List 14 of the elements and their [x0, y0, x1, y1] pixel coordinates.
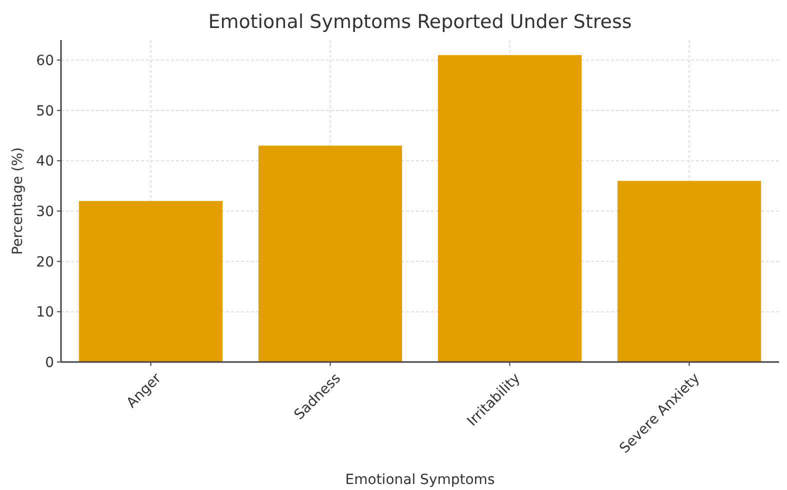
bar: [258, 146, 402, 362]
y-tick-label: 20: [36, 254, 54, 270]
y-tick-label: 50: [36, 103, 54, 120]
chart-title: Emotional Symptoms Reported Under Stress: [208, 11, 632, 33]
y-tick-label: 0: [45, 354, 54, 371]
bar: [78, 201, 223, 362]
y-tick-label: 10: [36, 304, 54, 321]
x-axis-title: Emotional Symptoms: [345, 472, 495, 488]
bar: [438, 55, 582, 362]
y-tick-label: 30: [36, 204, 54, 220]
bar: [617, 180, 762, 362]
y-tick-label: 60: [36, 53, 54, 70]
y-tick-label: 40: [36, 154, 54, 170]
y-axis-title: Percentage (%): [10, 147, 26, 255]
